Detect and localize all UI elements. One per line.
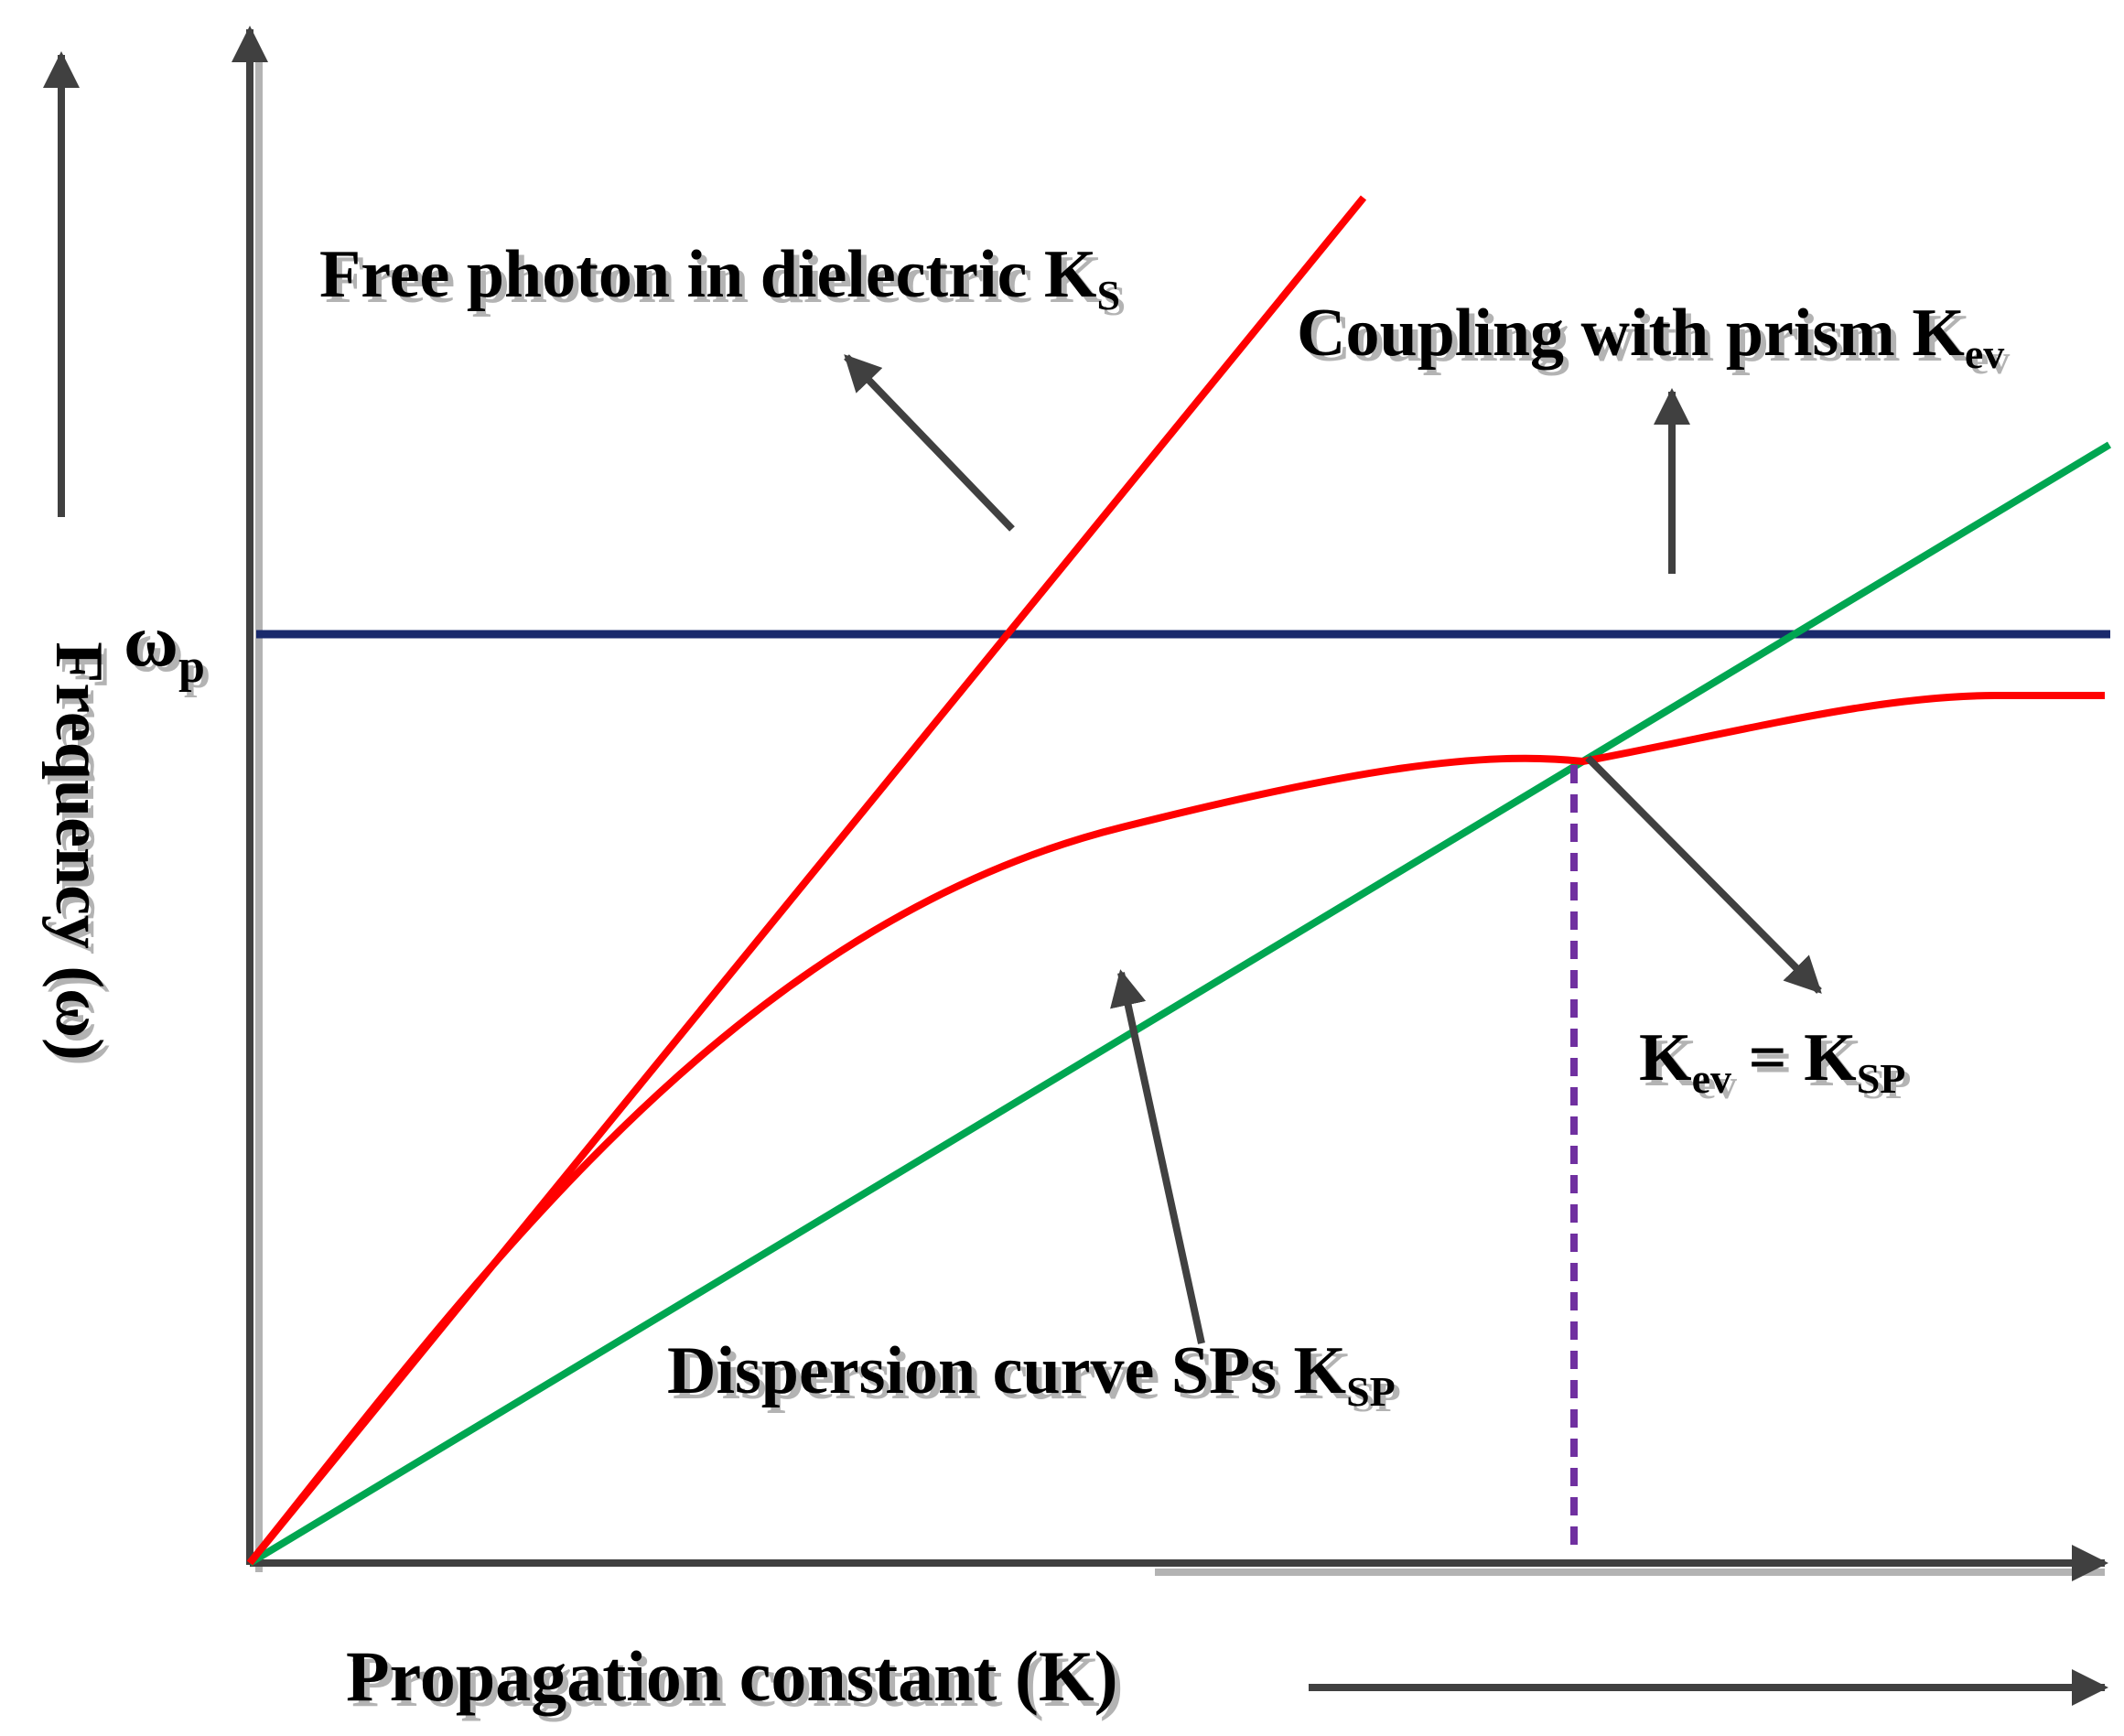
x-axis-title: Propagation constant (K) (346, 1636, 1118, 1716)
dispersion-curve-label: Dispersion curve SPs KSP (667, 1333, 1396, 1415)
svg-text:Frequency (ω): Frequency (ω) (47, 647, 122, 1066)
svg-text:Free photon in dielectric KS: Free photon in dielectric KS (325, 243, 1126, 324)
coupling-label: Coupling with prism Kev (1297, 296, 2004, 377)
matching-condition-label: Kev = KSP (1639, 1020, 1905, 1102)
svg-text:ωp: ωp (129, 604, 210, 698)
omega-p-label: ωp (124, 598, 205, 693)
svg-text:Coupling with prism Kev: Coupling with prism Kev (1302, 301, 2010, 383)
free-photon-label: Free photon in dielectric KS (319, 237, 1120, 318)
matching-arrow (1585, 755, 1822, 994)
free-photon-arrow (844, 354, 1015, 532)
y-axis-title: Frequency (ω) (41, 642, 116, 1061)
dispersion-arrow (1110, 969, 1205, 1344)
sp-dispersion-curve (246, 692, 2105, 1566)
svg-text:Propagation constant (K): Propagation constant (K) (351, 1642, 1124, 1721)
svg-text:Dispersion curve SPs KSP: Dispersion curve SPs KSP (673, 1339, 1401, 1420)
svg-text:Kev = KSP: Kev = KSP (1644, 1026, 1911, 1107)
prism-coupling-line (247, 441, 2112, 1567)
